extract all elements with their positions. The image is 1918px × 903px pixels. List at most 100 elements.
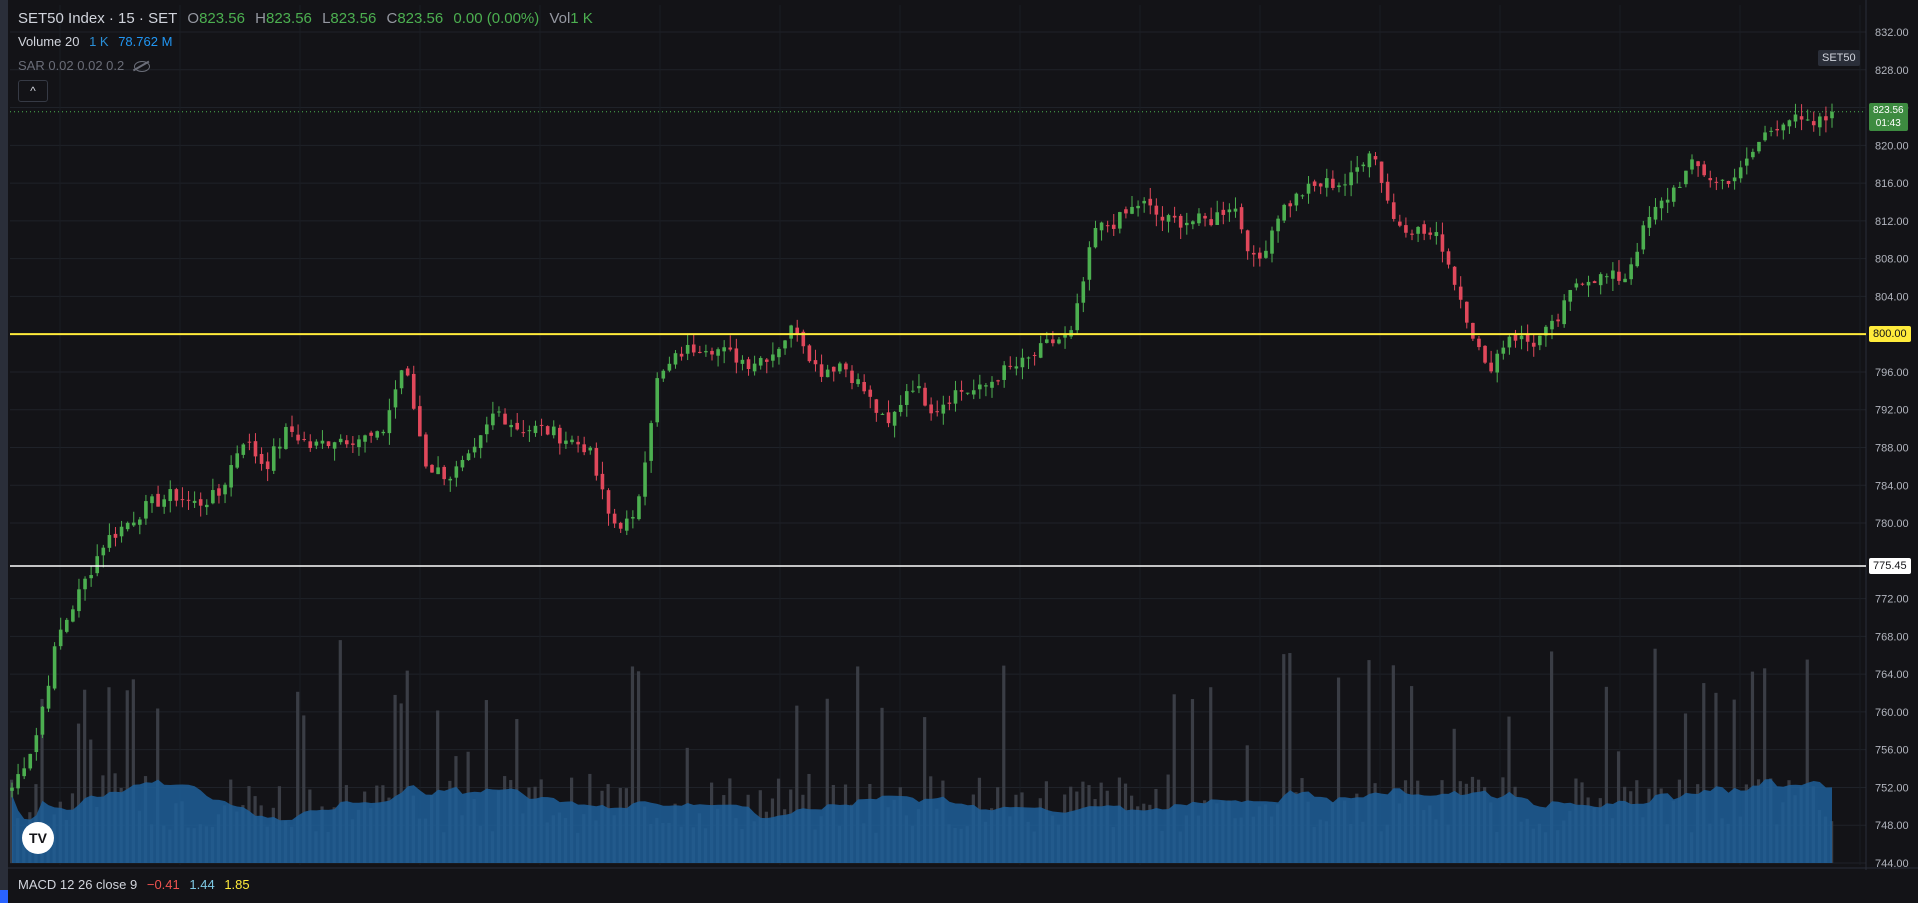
volume-bar (1750, 671, 1755, 863)
candle-body (235, 453, 240, 468)
candle (387, 398, 392, 445)
volume-bar (1653, 648, 1657, 863)
candle-body (606, 490, 611, 514)
candle (52, 642, 57, 691)
collapse-legend-button[interactable]: ^ (18, 80, 48, 102)
candle (1818, 112, 1822, 136)
volume-bar (1391, 665, 1395, 863)
candle (448, 476, 453, 492)
candle-body (278, 446, 282, 449)
candle-body (1385, 181, 1390, 201)
price-tick-label: 752.00 (1875, 782, 1909, 794)
volume-bar (630, 666, 635, 863)
symbol-title[interactable]: SET50 Index · 15 · SET (18, 10, 178, 27)
candle-body (1769, 130, 1773, 132)
candle-body (643, 462, 647, 497)
volume-bar (856, 666, 860, 863)
candle (1184, 212, 1189, 235)
price-tick-label: 804.00 (1875, 291, 1909, 303)
candle-body (1398, 221, 1402, 226)
volume-bar (10, 779, 14, 863)
candle-body (1057, 339, 1061, 344)
eye-hidden-icon[interactable] (134, 61, 151, 73)
candle (1604, 273, 1609, 284)
candle-body (156, 493, 160, 507)
sar-legend[interactable]: SAR 0.02 0.02 0.2 (18, 58, 156, 73)
candle-body (1604, 276, 1609, 278)
candle (460, 455, 465, 472)
candle (752, 355, 757, 376)
candle-body (1093, 227, 1098, 248)
candle (138, 516, 142, 535)
candle-body (144, 501, 148, 519)
candle (1288, 200, 1293, 218)
candle (22, 757, 26, 780)
candle-body (503, 413, 507, 425)
candle (551, 420, 556, 439)
candle (892, 411, 897, 438)
candle-body (722, 347, 726, 352)
candle-body (631, 517, 635, 519)
candle (10, 782, 14, 798)
vol-value: 1 K (570, 10, 593, 27)
candle (107, 523, 112, 552)
change-value: 0.00 (0.00%) (453, 10, 540, 27)
candle-body (1063, 333, 1067, 338)
price-tick-label: 812.00 (1875, 216, 1909, 228)
candle-body (168, 489, 173, 502)
volume-bar (131, 679, 135, 863)
candle (509, 419, 513, 437)
candle (624, 510, 629, 536)
macd-legend[interactable]: MACD 12 26 close 9 −0.41 1.44 1.85 (18, 877, 256, 892)
candle-body (1233, 208, 1238, 212)
price-tick-label: 772.00 (1875, 594, 1909, 606)
candle (740, 355, 745, 371)
candle (491, 401, 495, 430)
candle-body (679, 353, 684, 357)
candle (1312, 179, 1317, 192)
candle (1440, 222, 1445, 263)
volume-legend[interactable]: Volume 20 1 K 78.762 M (18, 34, 178, 49)
candle-body (704, 351, 708, 353)
candle-body (1501, 347, 1506, 354)
tradingview-logo[interactable]: TV (22, 822, 54, 854)
candle (1659, 197, 1664, 221)
candle (247, 433, 252, 451)
candle (1057, 336, 1061, 345)
candle (1008, 356, 1013, 370)
candle (162, 494, 166, 514)
candle-body (1732, 177, 1737, 182)
candle (1258, 247, 1262, 267)
candle-body (198, 499, 203, 506)
candle (1513, 329, 1518, 348)
candle (1093, 220, 1098, 249)
candle-body (1775, 129, 1780, 131)
candle (661, 369, 666, 382)
candle-body (271, 446, 276, 471)
candle (971, 379, 976, 400)
candle-body (363, 435, 367, 442)
price-tick-label: 768.00 (1875, 631, 1909, 643)
volume-bar (107, 687, 111, 863)
candle (1702, 160, 1706, 178)
candle-body (1154, 205, 1159, 215)
candle-body (1592, 281, 1597, 284)
candle (308, 434, 313, 452)
candle (64, 617, 69, 634)
candle (1324, 168, 1329, 197)
price-tick-label: 748.00 (1875, 820, 1909, 832)
candle (1136, 200, 1140, 217)
candle (1483, 345, 1487, 365)
candle-body (1166, 215, 1171, 222)
candle (1264, 240, 1268, 259)
candle-body (1197, 213, 1201, 224)
candle (1769, 127, 1773, 137)
candle (1647, 206, 1652, 237)
candle-body (204, 504, 209, 508)
candle-body (1720, 179, 1725, 181)
candle (600, 461, 605, 500)
candle-body (1586, 281, 1591, 286)
candle-body (710, 350, 714, 355)
candle-body (150, 496, 154, 504)
